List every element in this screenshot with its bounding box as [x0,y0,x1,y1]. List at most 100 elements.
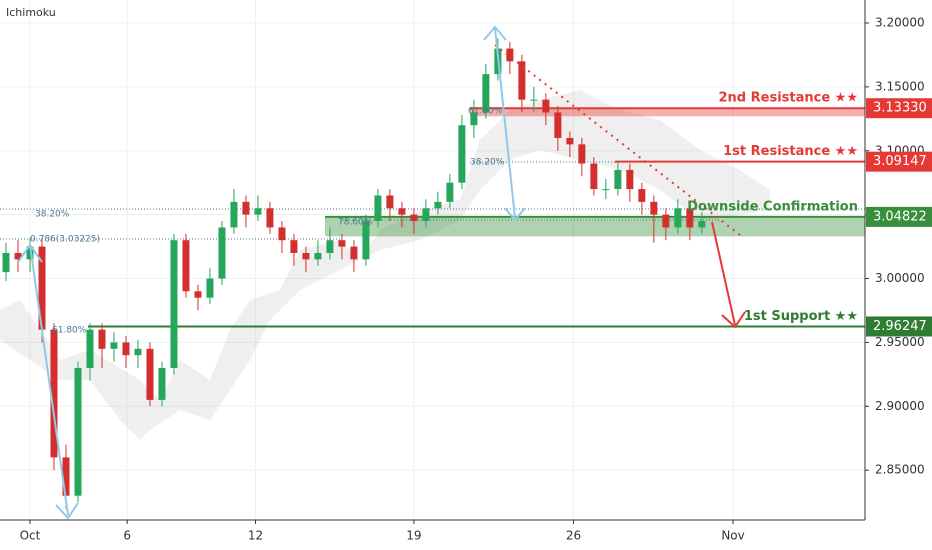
candle-body [434,201,442,209]
candle-body [614,169,622,190]
x-tick-label: 26 [566,529,581,543]
level-label: 2nd Resistance ★★ [719,91,859,106]
candle-body [482,74,490,113]
candle-body [122,342,130,356]
grid [0,0,865,520]
y-tick-label: 3.20000 [875,15,925,29]
candle-body [302,252,310,260]
price-box-label: 3.09147 [873,154,927,169]
candle-body [194,291,202,298]
candle-body [458,125,466,183]
candle-body [170,240,178,368]
x-tick-label: 6 [123,529,131,543]
level-label: Downside Confirmation [687,199,858,214]
candle-body [698,221,706,228]
axes: 3.200003.150003.100003.050003.000002.950… [20,15,932,543]
candle-body [542,99,550,113]
fib-label: 61.80% [468,107,503,117]
candle-body [38,246,46,330]
price-box [866,151,932,172]
price-box [866,316,932,337]
candle-body [566,137,574,145]
y-tick-label: 2.85000 [875,463,925,477]
candle-body [254,208,262,215]
candle-body [446,182,454,202]
candle-body [374,195,382,222]
candle-body [674,208,682,228]
y-tick-label: 3.00000 [875,271,925,285]
level-label: 1st Support ★★ [744,309,858,324]
level-band [325,216,865,237]
price-box [866,206,932,227]
candle-body [470,112,478,126]
candle-body [422,208,430,222]
candle-body [578,144,586,164]
candles [2,38,706,509]
candle-body [74,367,82,496]
candle-body [230,201,238,228]
candle-body [146,348,154,400]
candle-body [218,227,226,279]
price-box [866,98,932,119]
candle-body [290,240,298,253]
candle-body [506,48,514,62]
projection-arrows [17,25,526,520]
candle-body [590,163,598,190]
level-band [470,108,865,117]
x-tick-label: 12 [248,529,263,543]
candle-body [266,208,274,228]
price-box-label: 3.04822 [873,209,927,224]
candle-body [530,99,538,101]
fib-label: 38.20% [35,210,70,220]
candle-body [86,329,94,368]
fib-label: 0.786(3.03225) [30,235,100,245]
x-tick-label: 19 [406,529,421,543]
candle-body [626,169,634,190]
price-box-label: 3.13330 [873,101,927,116]
candle-body [110,342,118,349]
candle-body [518,61,526,100]
fib-label: 61.80% [52,326,87,336]
price-axis [865,0,932,550]
candle-body [182,240,190,292]
trend-line [494,44,741,236]
y-tick-label: 2.90000 [875,399,925,413]
candle-body [14,252,22,260]
level-label: 1st Resistance ★★ [723,144,858,159]
candle-body [326,240,334,253]
candle-body [362,221,370,260]
candle-body [242,201,250,215]
candle-body [98,329,106,349]
y-tick-label: 3.15000 [875,79,925,93]
down-arrow [711,221,746,329]
price-box-label: 2.96247 [873,319,927,334]
candle-body [398,208,406,215]
candle-body [638,189,646,202]
candle-body [158,367,166,400]
candle-body [50,329,58,458]
candle-body [650,201,658,215]
candle-body [686,208,694,228]
candle-body [206,278,214,298]
candle-body [662,214,670,228]
candle-body [314,252,322,260]
x-tick-label: Oct [20,529,41,543]
x-tick-label: Nov [721,529,744,543]
candle-body [134,348,142,356]
candle-body [554,112,562,138]
candle-body [62,457,70,496]
y-tick-label: 2.95000 [875,335,925,349]
candle-body [410,214,418,222]
candle-body [26,246,34,260]
candle-body [350,246,358,260]
candle-body [278,227,286,241]
fib-label: 38.20% [470,158,505,168]
candle-body [338,240,346,247]
fib-label: 78.60% [338,218,373,228]
candle-body [2,252,10,273]
candle-body [602,189,610,191]
indicator-label: Ichimoku [6,6,56,19]
candle-body [386,195,394,209]
